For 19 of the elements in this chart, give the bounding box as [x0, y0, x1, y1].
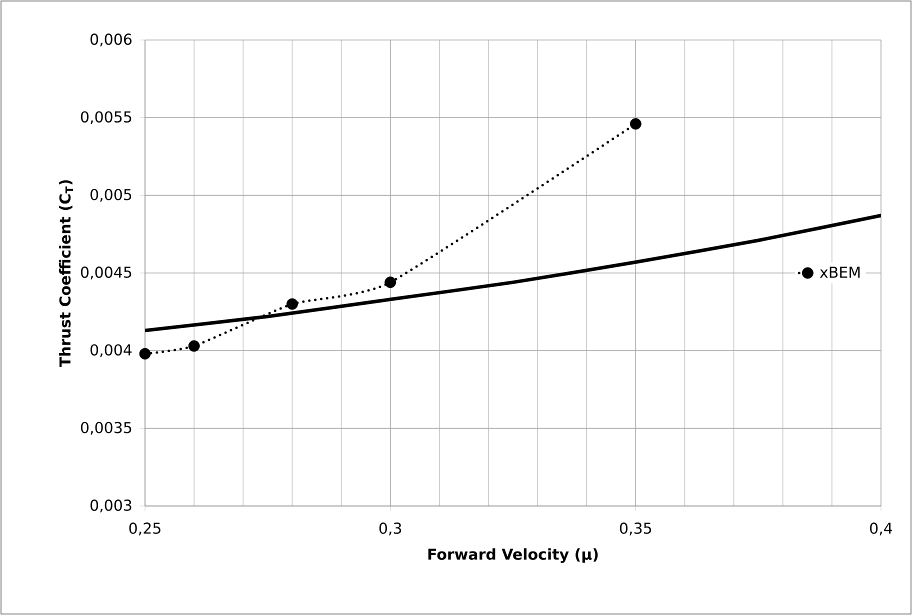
point — [630, 118, 642, 130]
y-tick-label: 0,005 — [90, 188, 132, 202]
point — [139, 348, 151, 360]
y-tick-label: 0,0055 — [80, 111, 132, 124]
x-tick-label: 0,4 — [870, 522, 892, 536]
x-tick-label: 0,35 — [620, 522, 652, 536]
x-axis-title: Forward Velocity (μ) — [428, 548, 598, 563]
y-tick-label: 0,0045 — [80, 266, 132, 280]
x-tick-label: 0,3 — [379, 522, 402, 536]
legend-label: xBEM — [820, 266, 860, 278]
y-tick-label: 0,006 — [90, 34, 132, 46]
y-tick-label: 0,003 — [90, 500, 132, 512]
y-tick-label: 0,0035 — [80, 422, 132, 435]
point — [188, 340, 200, 352]
y-axis-title: Thrust Coefficient (C$_{T}$) — [59, 180, 74, 367]
x-tick-label: 0,25 — [129, 522, 160, 536]
point — [384, 276, 396, 288]
y-tick-label: 0,004 — [90, 344, 132, 358]
point — [286, 298, 298, 310]
